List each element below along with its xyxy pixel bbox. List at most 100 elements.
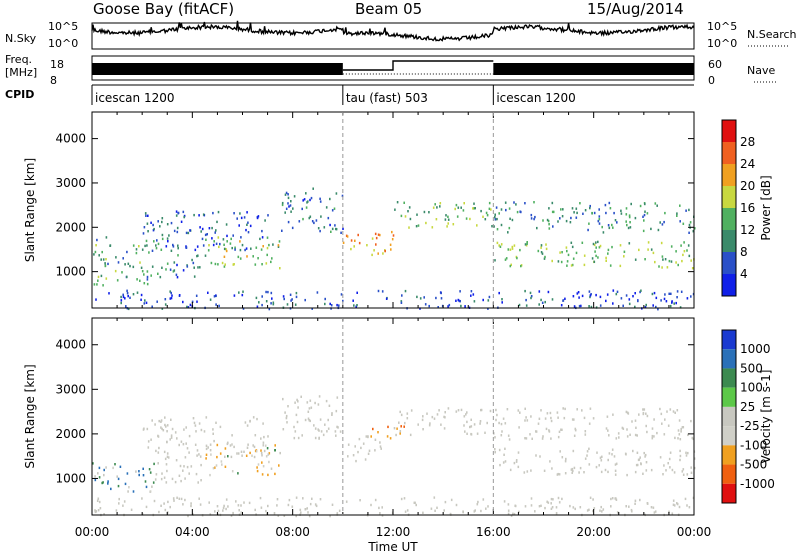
echo-cell	[285, 414, 288, 418]
echo-cell	[571, 263, 574, 267]
echo-cell	[170, 221, 173, 225]
echo-cell	[469, 425, 471, 429]
echo-cell	[605, 211, 607, 215]
echo-cell	[498, 421, 500, 425]
echo-cell	[598, 208, 600, 211]
echo-cell	[132, 490, 135, 493]
echo-cell	[162, 429, 165, 432]
echo-cell	[151, 249, 154, 252]
echo-cell	[270, 467, 273, 470]
echo-cell	[605, 256, 607, 260]
echo-cell	[632, 449, 634, 453]
echo-cell	[466, 432, 468, 435]
colorbar-cell	[722, 387, 736, 407]
echo-cell	[174, 431, 177, 434]
echo-cell	[655, 296, 658, 300]
echo-cell	[265, 300, 268, 303]
echo-cell	[457, 206, 460, 209]
echo-cell	[328, 404, 331, 407]
echo-cell	[190, 465, 193, 468]
echo-cell	[560, 208, 562, 211]
echo-cell	[632, 295, 634, 298]
echo-cell	[526, 242, 528, 245]
echo-cell	[218, 304, 220, 308]
echo-cell	[552, 210, 555, 214]
echo-cell	[571, 207, 574, 210]
echo-cell	[594, 250, 596, 253]
echo-cell	[124, 482, 127, 486]
echo-cell	[688, 208, 690, 212]
echo-cell	[116, 279, 119, 282]
echo-cell	[419, 307, 421, 310]
echo-cell	[460, 304, 462, 308]
echo-cell	[602, 231, 605, 234]
echo-cell	[241, 454, 243, 457]
echo-cell	[667, 462, 669, 465]
echo-cell	[448, 303, 451, 307]
echo-cell	[135, 251, 138, 255]
echo-cell	[288, 498, 291, 502]
echo-cell	[484, 218, 487, 221]
echo-cell	[663, 464, 665, 467]
echo-cell	[600, 505, 602, 509]
echo-cell	[665, 300, 668, 303]
echo-cell	[687, 451, 689, 455]
echo-cell	[669, 304, 672, 308]
echo-cell	[212, 211, 214, 215]
echo-cell	[588, 463, 591, 466]
echo-cell	[263, 435, 265, 439]
echo-cell	[148, 468, 151, 471]
echo-cell	[660, 299, 662, 302]
echo-cell	[155, 449, 157, 453]
echo-cell	[145, 239, 148, 243]
echo-cell	[183, 215, 185, 219]
echo-cell	[219, 242, 221, 246]
echo-cell	[169, 505, 171, 509]
echo-cell	[237, 472, 239, 475]
echo-cell	[153, 227, 155, 231]
echo-cell	[266, 512, 268, 515]
echo-cell	[573, 211, 575, 214]
echo-cell	[592, 509, 594, 513]
echo-cell	[584, 430, 587, 433]
echo-cell	[149, 471, 152, 474]
echo-cell	[287, 196, 290, 200]
echo-cell	[165, 463, 168, 466]
echo-cell	[117, 477, 120, 481]
echo-cell	[267, 473, 269, 477]
echo-cell	[257, 463, 260, 466]
echo-cell	[112, 466, 114, 470]
echo-cell	[261, 473, 264, 476]
echo-cell	[127, 307, 130, 311]
echo-cell	[237, 504, 240, 507]
echo-cell	[681, 426, 684, 429]
echo-cell	[417, 224, 420, 227]
echo-cell	[245, 247, 248, 250]
echo-cell	[329, 302, 331, 306]
colorbar-cell	[722, 274, 736, 296]
echo-cell	[220, 460, 223, 463]
echo-cell	[276, 504, 278, 507]
echo-cell	[297, 406, 299, 409]
echo-cell	[329, 514, 331, 518]
echo-cell	[120, 299, 123, 302]
echo-cell	[609, 207, 612, 210]
echo-cell	[606, 415, 609, 418]
echo-cell	[389, 437, 392, 440]
echo-cell	[406, 509, 409, 512]
power-panel-frame	[91, 111, 695, 309]
echo-cell	[294, 430, 297, 433]
echo-cell	[489, 409, 492, 413]
echo-cell	[668, 457, 671, 461]
echo-cell	[267, 435, 269, 438]
echo-cell	[658, 265, 660, 268]
echo-cell	[424, 303, 427, 306]
echo-cell	[601, 455, 603, 458]
echo-cell	[212, 243, 215, 247]
echo-cell	[560, 428, 562, 431]
echo-cell	[166, 440, 168, 444]
echo-cell	[626, 435, 629, 438]
echo-cell	[564, 407, 566, 411]
echo-cell	[444, 218, 447, 221]
echo-cell	[180, 479, 182, 483]
